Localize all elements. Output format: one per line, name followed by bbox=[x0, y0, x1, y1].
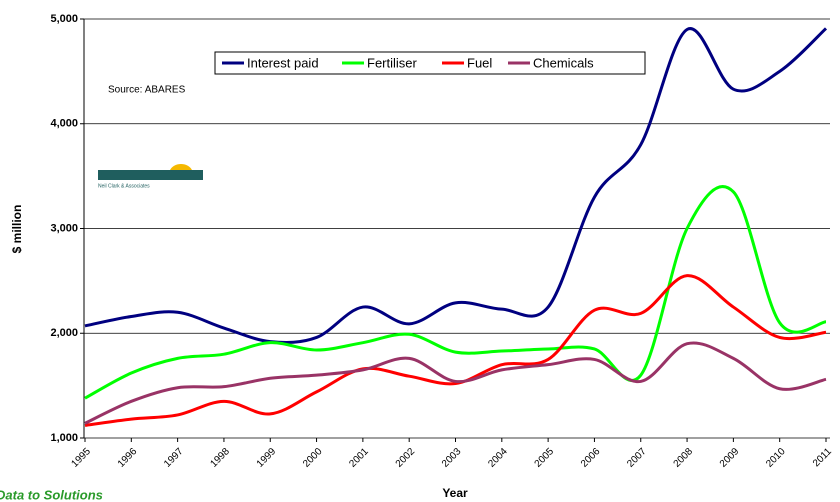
x-tick-label: 1997 bbox=[162, 446, 186, 470]
x-tick-label: 1995 bbox=[69, 446, 93, 470]
y-tick-label: 5,000 bbox=[50, 13, 78, 25]
legend-label: Fuel bbox=[467, 55, 492, 70]
x-tick-label: 2005 bbox=[533, 446, 557, 470]
legend-label: Interest paid bbox=[247, 55, 319, 70]
x-tick-label: 2006 bbox=[579, 446, 603, 470]
footer-text: Data to Solutions bbox=[0, 487, 103, 502]
x-axis-label: Year bbox=[442, 486, 468, 500]
line-series bbox=[84, 185, 827, 400]
x-tick-label: 1996 bbox=[116, 446, 140, 470]
source-note: Source: ABARES bbox=[108, 85, 186, 96]
x-tick-label: 2002 bbox=[394, 446, 418, 470]
y-tick-label: 2,000 bbox=[50, 327, 78, 339]
line-series bbox=[84, 274, 827, 427]
logo-text: Neil Clark & Associates bbox=[98, 183, 150, 189]
x-tick-label: 2011 bbox=[811, 446, 834, 469]
y-tick-label: 3,000 bbox=[50, 222, 78, 234]
x-tick-label: 1998 bbox=[208, 446, 232, 470]
x-tick-label: 2010 bbox=[764, 446, 788, 470]
legend-box bbox=[214, 51, 646, 75]
line-series bbox=[84, 27, 828, 345]
x-tick-label: 2003 bbox=[440, 446, 464, 470]
y-axis-label: $ million bbox=[10, 205, 24, 254]
x-tick-label: 2001 bbox=[347, 446, 371, 470]
y-tick-label: 1,000 bbox=[50, 432, 78, 444]
x-tick-label: 1999 bbox=[255, 446, 279, 470]
x-tick-label: 2007 bbox=[625, 446, 649, 470]
logo: Neil Clark & Associates bbox=[98, 163, 203, 189]
legend-label: Chemicals bbox=[533, 55, 594, 70]
x-tick-label: 2000 bbox=[301, 446, 325, 470]
y-tick-label: 4,000 bbox=[50, 118, 78, 130]
logo-sun bbox=[170, 163, 192, 170]
x-tick-label: 2004 bbox=[486, 446, 510, 470]
legend: Interest paid Fertiliser Fuel Chemicals bbox=[214, 51, 646, 75]
line-series bbox=[84, 341, 827, 425]
logo-bar bbox=[98, 170, 203, 180]
x-tick-label: 2009 bbox=[718, 446, 742, 470]
legend-label: Fertiliser bbox=[367, 55, 418, 70]
x-tick-label: 2008 bbox=[672, 446, 696, 470]
